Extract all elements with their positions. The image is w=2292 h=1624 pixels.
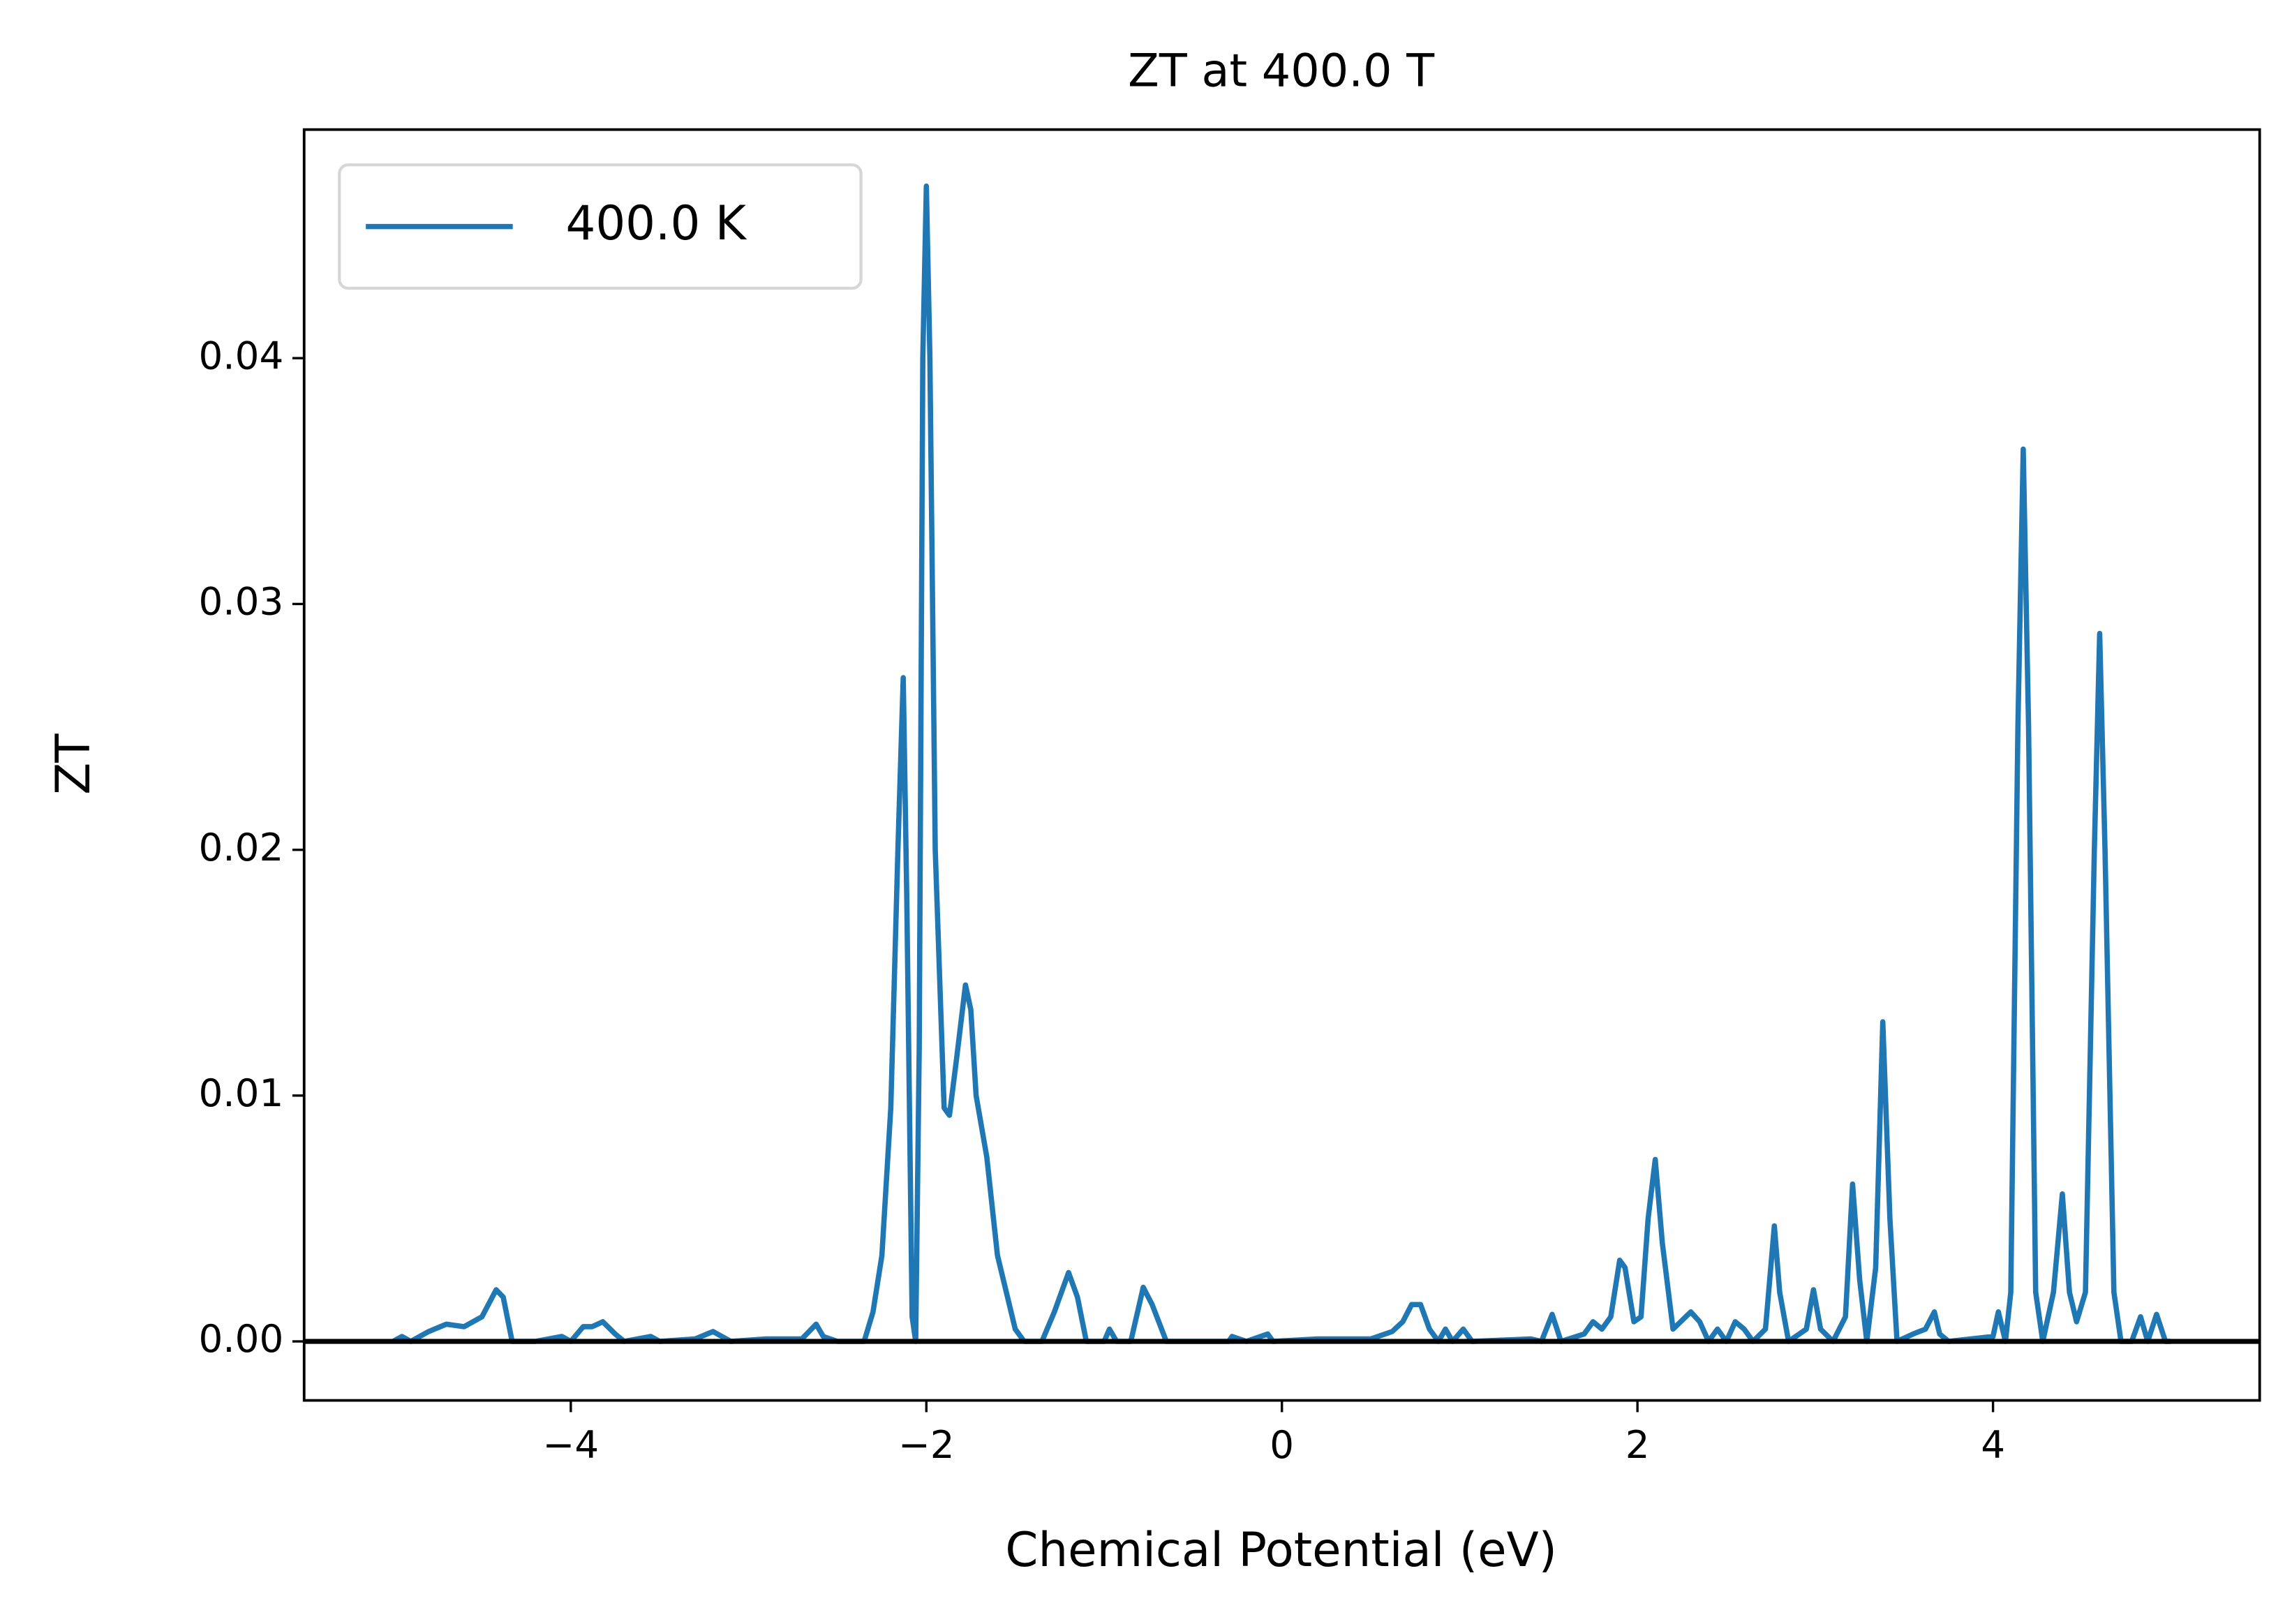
x-tick-label: −4 — [543, 1422, 600, 1467]
y-tick-label: 0.01 — [198, 1071, 283, 1115]
x-tick-label: 0 — [1270, 1422, 1294, 1467]
x-tick-label: 2 — [1625, 1422, 1650, 1467]
y-axis-label: ZT — [45, 733, 101, 795]
data-line — [392, 183, 2171, 1344]
legend-label: 400.0 K — [565, 195, 747, 251]
chart-title: ZT at 400.0 T — [1128, 45, 1435, 98]
x-tick-label: 4 — [1981, 1422, 2005, 1467]
x-tick-label: −2 — [898, 1422, 955, 1467]
y-tick-label: 0.03 — [198, 579, 283, 624]
y-tick-label: 0.04 — [198, 333, 283, 378]
y-tick-label: 0.02 — [198, 825, 283, 870]
x-axis-label: Chemical Potential (eV) — [1005, 1522, 1557, 1577]
y-tick-label: 0.00 — [198, 1316, 283, 1361]
legend-box — [338, 163, 863, 290]
plot-area — [304, 183, 2260, 1344]
axes-frame — [302, 128, 2261, 1402]
